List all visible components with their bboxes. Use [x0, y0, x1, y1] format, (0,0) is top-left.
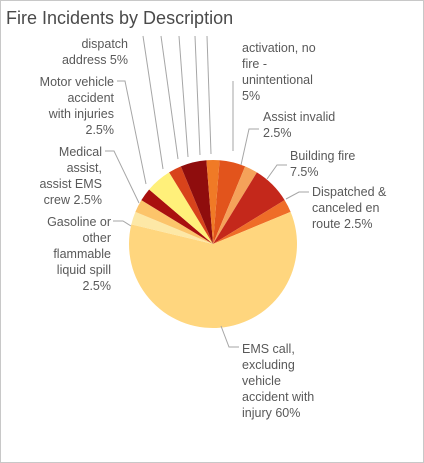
pie-slice-6 [131, 211, 213, 244]
pie-slice-10 [169, 166, 213, 244]
leader-line-10 [142, 35, 164, 170]
leader-line-2 [240, 128, 259, 166]
leader-line-6 [113, 220, 132, 227]
leader-line-11 [160, 35, 179, 160]
leader-line-3 [266, 164, 287, 180]
slice-label-6: Gasoline or other flammable liquid spill 2.5… [47, 215, 111, 293]
pie-slice-9 [149, 172, 213, 244]
pie-slice-5 [129, 211, 298, 328]
pie-slice-11 [180, 160, 213, 244]
leader-line-extra-2 [206, 35, 212, 155]
chart-title: Fire Incidents by Description [6, 8, 234, 28]
slice-label-4: Dispatched & canceled en route 2.5% [312, 185, 387, 231]
slice-label-8: Medical assist, assist EMS crew 2.5% [39, 145, 102, 207]
slice-label-2: Assist invalid 2.5% [263, 110, 335, 140]
leader-line-5 [220, 325, 239, 348]
slice-label-5: EMS call, excluding vehicle accident with in… [242, 342, 314, 420]
leader-line-9 [117, 80, 147, 185]
slice-label-1: activation, no fire -unintentional 5% [242, 41, 316, 103]
leader-line-8 [105, 150, 140, 204]
pie-slice-3 [213, 172, 285, 244]
pie-slice-7 [135, 200, 213, 244]
leader-line-4 [285, 191, 309, 200]
leader-line-extra-1 [194, 35, 201, 156]
pie-slice-2 [213, 166, 257, 244]
pie-slice-1 [213, 160, 246, 244]
pie-slice-8 [141, 189, 213, 244]
slice-label-9: Motor vehicle accident with injuries 2.5% [40, 75, 115, 137]
leader-line-12 [178, 35, 189, 158]
pie-slice-4 [213, 200, 291, 244]
pie-slice-12 [206, 160, 220, 244]
slice-label-12: dispatch address 5% [62, 37, 128, 67]
slice-label-3: Building fire 7.5% [290, 149, 355, 179]
